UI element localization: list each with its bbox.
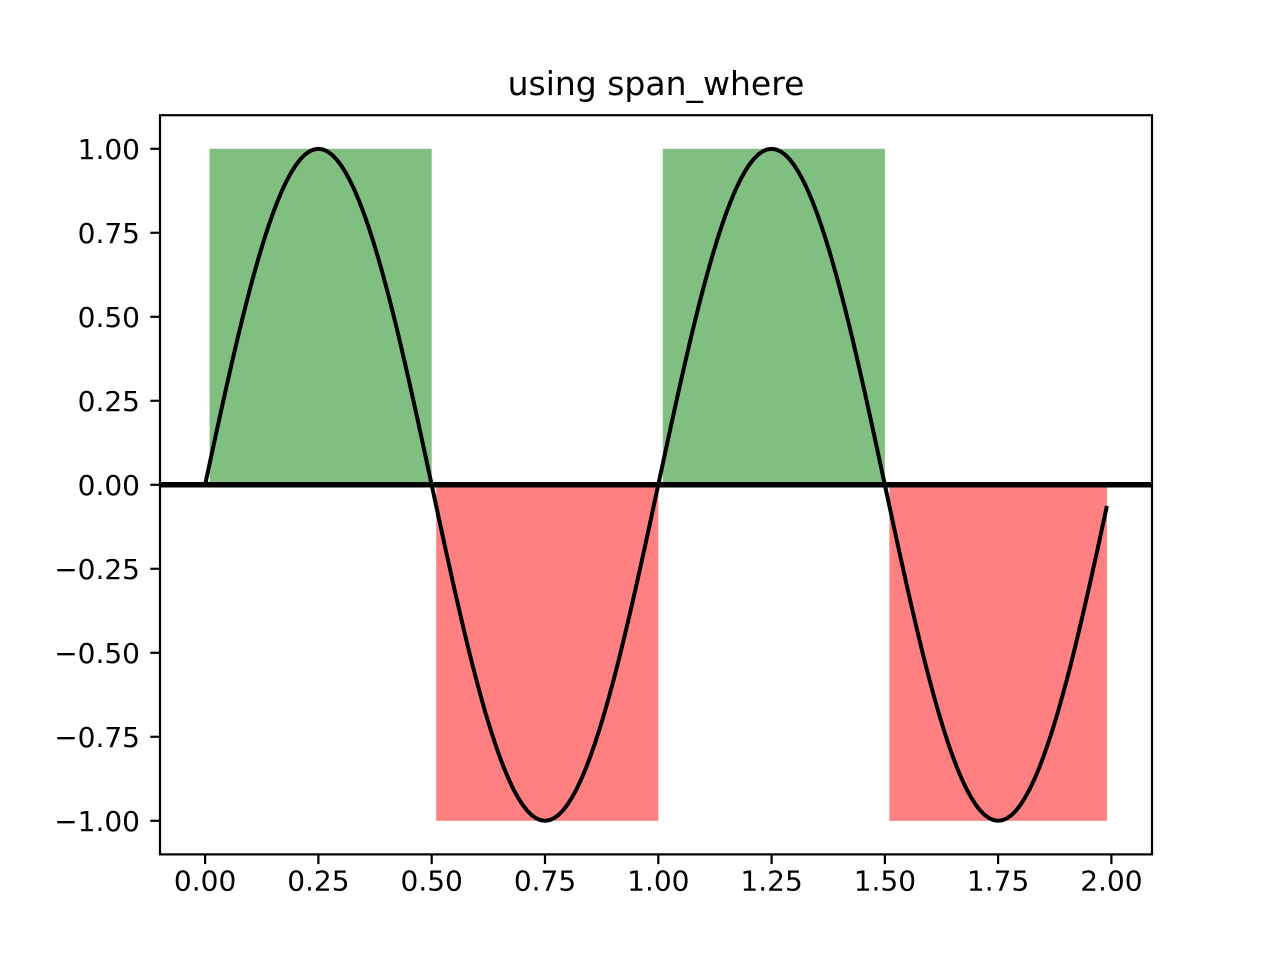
x-tick-label: 1.75 [967, 864, 1029, 897]
x-tick-label: 0.25 [287, 864, 349, 897]
chart-title: using span_where [507, 64, 805, 103]
y-tick-label: −0.50 [54, 637, 140, 670]
x-tick-label: 1.00 [627, 864, 689, 897]
x-tick-label: 1.25 [740, 864, 802, 897]
y-tick-label: −0.25 [54, 553, 140, 586]
x-tick-label: 0.75 [514, 864, 576, 897]
x-tick-label: 0.00 [174, 864, 236, 897]
x-tick-label: 0.50 [401, 864, 463, 897]
y-tick-label: −1.00 [54, 805, 140, 838]
y-tick-label: 1.00 [78, 133, 140, 166]
x-tick-label: 1.50 [854, 864, 916, 897]
y-tick-label: −0.75 [54, 721, 140, 754]
negative-span-region [889, 484, 1107, 821]
y-tick-label: 0.25 [78, 385, 140, 418]
y-tick-label: 0.75 [78, 217, 140, 250]
y-tick-label: 0.00 [78, 469, 140, 502]
y-tick-label: 0.50 [78, 301, 140, 334]
x-tick-label: 2.00 [1080, 864, 1142, 897]
sine-curve [203, 146, 1109, 823]
